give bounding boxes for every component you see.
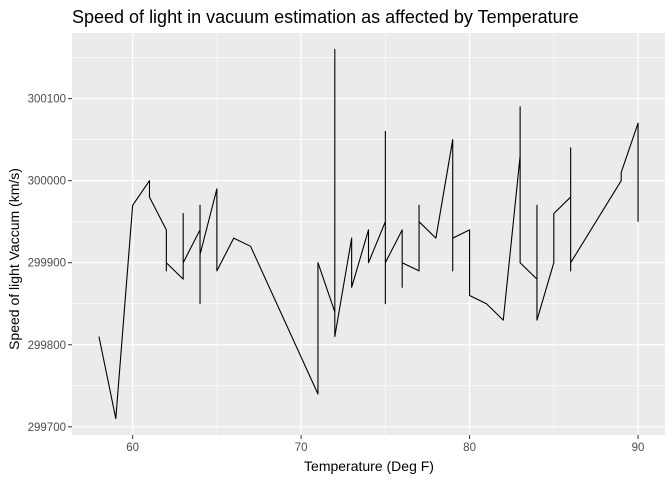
x-axis-ticks: 60 70 80 90 — [126, 435, 644, 454]
y-axis-title: Speed of light Vaccum (km/s) — [6, 168, 22, 350]
x-axis-title: Temperature (Deg F) — [304, 458, 434, 474]
series-line — [98, 48, 639, 420]
y-tick-label: 299700 — [28, 422, 66, 434]
y-axis-ticks: 299700 299800 299900 300000 300100 — [28, 94, 72, 434]
x-tick-label: 90 — [632, 442, 645, 454]
y-tick-label: 299800 — [28, 340, 66, 352]
chart-title: Speed of light in vacuum estimation as a… — [72, 7, 579, 27]
x-tick-label: 70 — [295, 442, 308, 454]
x-tick-label: 60 — [126, 442, 139, 454]
y-tick-label: 299900 — [28, 258, 66, 270]
x-tick-label: 80 — [463, 442, 476, 454]
series-layer — [98, 48, 639, 420]
y-tick-label: 300100 — [28, 94, 66, 106]
y-tick-label: 300000 — [28, 176, 66, 188]
